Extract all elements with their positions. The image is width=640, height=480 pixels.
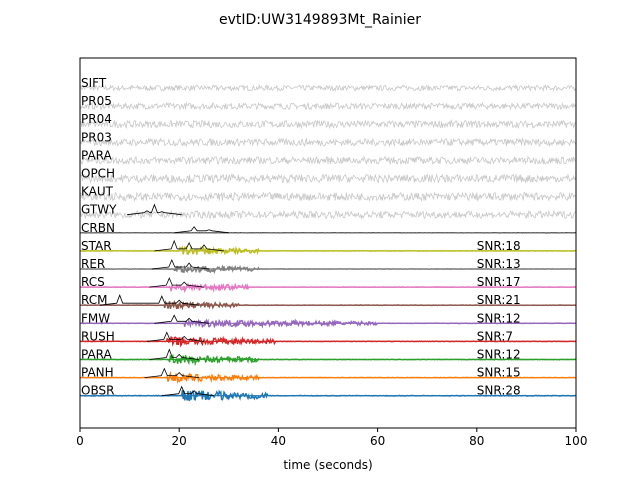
waveform-line: [79, 173, 577, 185]
trace-rcm: RCM SNR:21: [79, 293, 577, 311]
station-label: CRBN: [81, 221, 115, 235]
station-label: PR05: [81, 94, 112, 108]
chart-title: evtID:UW3149893Mt_Rainier: [219, 12, 421, 28]
x-axis-label: time (seconds): [283, 458, 372, 472]
x-tick-label: 0: [76, 434, 84, 448]
station-label: PARA: [81, 348, 113, 362]
station-label: PR04: [81, 112, 112, 126]
trace-opch: OPCH: [79, 167, 577, 185]
station-label: OPCH: [81, 167, 115, 181]
trace-crbn: CRBN: [79, 221, 577, 235]
trace-kaut: KAUT: [79, 185, 577, 203]
x-tick-label: 80: [469, 434, 484, 448]
station-label: KAUT: [81, 185, 114, 199]
envelope-line: [146, 331, 205, 342]
envelope-line: [127, 203, 182, 216]
x-tick-label: 20: [172, 434, 187, 448]
x-tick-label: 40: [271, 434, 286, 448]
station-label: PARA: [81, 148, 113, 162]
waveform-line: [79, 83, 577, 93]
station-label: RCS: [81, 275, 105, 289]
trace-panh: PANH SNR:15: [79, 366, 577, 384]
waveform-line: [79, 101, 577, 111]
x-axis: 0 20 40 60 80 100: [76, 428, 587, 448]
station-label: PANH: [81, 366, 114, 380]
station-label: STAR: [81, 239, 112, 253]
trace-para: PARA SNR:12: [79, 348, 577, 367]
envelope-line: [144, 367, 200, 378]
waveform-line: [79, 119, 577, 130]
trace-pr04: PR04: [79, 112, 577, 130]
snr-label: SNR:12: [477, 311, 521, 325]
envelope-line: [174, 226, 229, 234]
trace-rush: RUSH SNR:7: [79, 329, 577, 348]
waveform-line: [79, 191, 577, 203]
trace-group: SIFT PR05 PR04 PR03 PARA OPCH KAUT GTWY CRBN STAR…: [79, 76, 577, 402]
trace-obsr: OBSR SNR:28: [79, 384, 577, 402]
trace-rcs: RCS SNR:17: [79, 275, 577, 294]
waveform-line: [79, 209, 577, 220]
trace-star: STAR SNR:18: [79, 239, 577, 256]
trace-gtwy: GTWY: [79, 203, 577, 220]
waveform-line: [79, 137, 577, 148]
station-label: RUSH: [81, 329, 115, 343]
station-label: FMW: [81, 311, 110, 325]
envelope-line: [99, 294, 200, 306]
snr-label: SNR:7: [477, 329, 513, 343]
station-label: RER: [81, 257, 105, 271]
snr-label: SNR:21: [477, 293, 521, 307]
envelope-line: [149, 277, 205, 288]
trace-pr03: PR03: [79, 130, 577, 148]
snr-label: SNR:18: [477, 239, 521, 253]
station-label: GTWY: [81, 203, 117, 217]
x-tick-label: 100: [565, 434, 588, 448]
trace-pr05: PR05: [79, 94, 577, 111]
trace-rer: RER SNR:13: [79, 257, 577, 275]
envelope-line: [154, 314, 210, 324]
station-label: RCM: [81, 293, 107, 307]
trace-para: PARA: [79, 148, 577, 166]
envelope-line: [151, 258, 210, 270]
station-label: SIFT: [81, 76, 107, 90]
snr-label: SNR:28: [477, 384, 521, 398]
trace-fmw: FMW SNR:12: [79, 311, 577, 329]
station-label: OBSR: [81, 384, 114, 398]
envelope-line: [149, 348, 200, 360]
snr-label: SNR:15: [477, 366, 521, 380]
station-label: PR03: [81, 130, 112, 144]
x-tick-label: 60: [370, 434, 385, 448]
envelope-line: [161, 385, 214, 397]
snr-label: SNR:12: [477, 348, 521, 362]
trace-sift: SIFT: [79, 76, 577, 93]
waveform-line: [79, 155, 577, 166]
envelope-line: [154, 239, 224, 252]
snr-label: SNR:17: [477, 275, 521, 289]
plot-frame: [79, 57, 577, 429]
snr-label: SNR:13: [477, 257, 521, 271]
